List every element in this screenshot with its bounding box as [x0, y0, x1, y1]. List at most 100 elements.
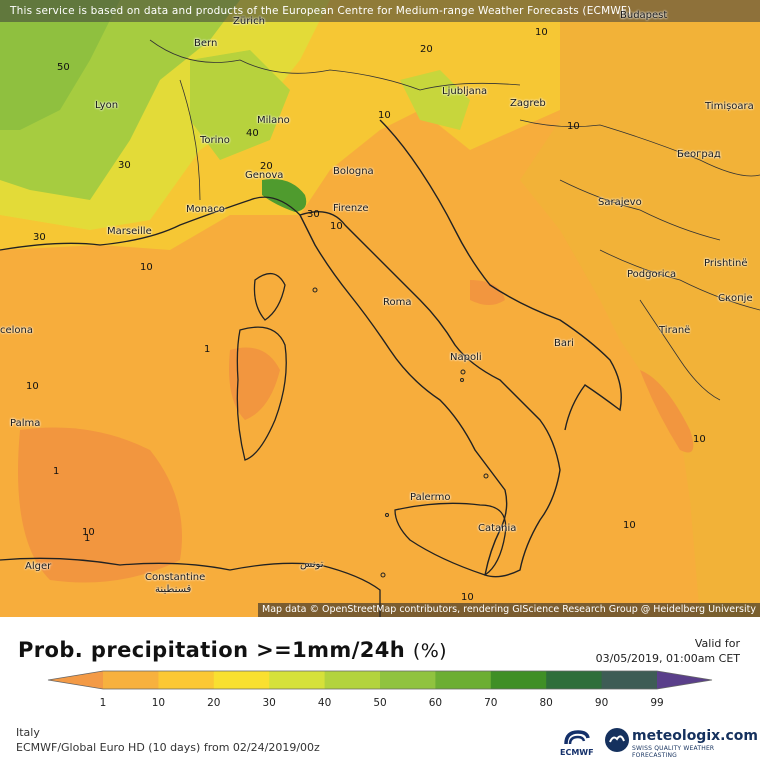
contour-label: 10 — [623, 520, 636, 531]
precipitation-map: This service is based on data and produc… — [0, 0, 760, 617]
prob-1-abruzzo — [470, 280, 505, 305]
colorbar-segment — [546, 671, 603, 689]
contour-label: 1 — [84, 533, 91, 544]
africa-coastline — [0, 557, 381, 617]
colorbar-segment — [435, 671, 492, 689]
contour-label: 1 — [204, 344, 211, 355]
colorbar-segment — [380, 671, 436, 689]
city-roma: Roma — [383, 297, 412, 308]
contour-label: 10 — [140, 262, 153, 273]
legend-tick-label: 20 — [207, 697, 221, 709]
contour-label: 10 — [567, 121, 580, 132]
map-canvas — [0, 0, 760, 617]
city-podgorica: Podgorica — [627, 269, 677, 280]
city-barcelona: celona — [0, 325, 34, 336]
map-attribution: Map data © OpenStreetMap contributors, r… — [258, 603, 760, 617]
prob-balkans-zone — [520, 0, 760, 617]
city-torino: Torino — [200, 135, 230, 146]
legend-tick-label: 80 — [539, 697, 553, 709]
ecmwf-logo-label: ECMWF — [560, 748, 594, 757]
city-palermo: Palermo — [410, 492, 451, 503]
model-run-label: ECMWF/Global Euro HD (10 days) from 02/2… — [16, 741, 320, 754]
colorbar-segment — [324, 671, 381, 689]
city-lyon: Lyon — [95, 100, 119, 111]
city-bologna: Bologna — [333, 166, 374, 177]
valid-datetime: 03/05/2019, 01:00am CET — [595, 652, 740, 665]
city-milano: Milano — [257, 115, 290, 126]
contour-label: 10 — [26, 381, 39, 392]
city-zurich: Zürich — [233, 16, 265, 27]
legend-tick-label: 99 — [650, 697, 664, 709]
contour-label: 10 — [330, 221, 343, 232]
ecmwf-banner: This service is based on data and produc… — [0, 0, 760, 22]
contour-label: 10 — [693, 434, 706, 445]
legend-tick-label: 10 — [151, 697, 166, 709]
legend-tick-label: 90 — [594, 697, 609, 709]
prob-alps-zone — [190, 50, 290, 160]
city-monaco: Monaco — [186, 204, 225, 215]
colorbar-segment — [213, 671, 270, 689]
legend-title-text: Prob. precipitation >=1mm/24h — [18, 638, 406, 662]
valid-label: Valid for — [694, 637, 740, 650]
city-tirane: Tiranë — [659, 325, 691, 336]
colorbar-segment — [601, 671, 658, 689]
country-borders — [149, 39, 760, 401]
contour-label: 10 — [461, 592, 474, 603]
contour-label: 40 — [246, 128, 259, 139]
italy-coastline — [299, 211, 561, 578]
city-genova: Genova — [245, 170, 284, 181]
legend-colorbar — [47, 670, 713, 690]
legend-unit: (%) — [412, 640, 447, 662]
legend-tick-label: 40 — [317, 697, 332, 709]
city-palma: Palma — [10, 418, 41, 429]
city-tunis: تونس — [300, 559, 324, 570]
city-skopje: Скопје — [718, 293, 753, 304]
colorbar-segment — [158, 671, 215, 689]
prob-1-south-west — [18, 427, 182, 583]
prob-1-greece — [640, 370, 694, 453]
city-firenze: Firenze — [333, 203, 369, 214]
adriatic-coastline — [379, 119, 622, 431]
city-catania: Catania — [478, 523, 517, 534]
contour-label: 10 — [82, 527, 95, 538]
contour-label: 1 — [53, 466, 60, 477]
france-coastline — [0, 196, 301, 251]
brand-slogan: SWISS QUALITY WEATHER FORECASTING — [632, 745, 715, 759]
region-label: Italy — [16, 726, 40, 739]
colorbar-left-arrow — [48, 671, 103, 689]
city-bern: Bern — [194, 38, 218, 49]
contour-label: 10 — [535, 27, 548, 38]
ecmwf-logo-icon — [564, 730, 590, 745]
legend-tick-label: 1 — [99, 697, 107, 709]
city-alger: Alger — [25, 561, 52, 572]
meteologix-logo-icon — [605, 728, 629, 752]
city-ljubljana: Ljubljana — [442, 86, 488, 97]
city-zagreb: Zagreb — [510, 98, 546, 109]
prob-1-sardinia — [229, 347, 280, 420]
colorbar-outline — [47, 670, 713, 690]
city-bari: Bari — [554, 338, 574, 349]
prob-genova-zone — [262, 179, 307, 212]
city-timisoara: Timișoara — [705, 101, 754, 112]
legend-title: Prob. precipitation >=1mm/24h (%) — [18, 638, 447, 662]
colorbar-segment — [103, 671, 159, 689]
valid-for: Valid for 03/05/2019, 01:00am CET — [596, 636, 740, 666]
city-marseille: Marseille — [107, 226, 152, 237]
legend-tick-label: 60 — [428, 697, 443, 709]
sicily-coastline — [394, 502, 507, 576]
sardinia-coastline — [236, 326, 287, 461]
contour-label: 20 — [420, 44, 433, 55]
contour-label: 50 — [57, 62, 70, 73]
city-beograd: Београд — [677, 149, 721, 160]
city-napoli: Napoli — [450, 352, 482, 363]
legend-tick-label: 70 — [484, 697, 498, 709]
legend-ticks: 1 10 20 30 40 50 60 70 80 90 99 — [0, 697, 760, 711]
city-budapest: Budapest — [620, 10, 668, 21]
prob-60-70-zone — [0, 0, 120, 130]
contour-label: 30 — [307, 209, 320, 220]
legend-tick-label: 30 — [262, 697, 276, 709]
contour-label: 30 — [118, 160, 131, 171]
city-pristine: Prishtinë — [704, 258, 748, 269]
corsica-coastline — [253, 273, 286, 321]
contour-label: 10 — [378, 110, 391, 121]
